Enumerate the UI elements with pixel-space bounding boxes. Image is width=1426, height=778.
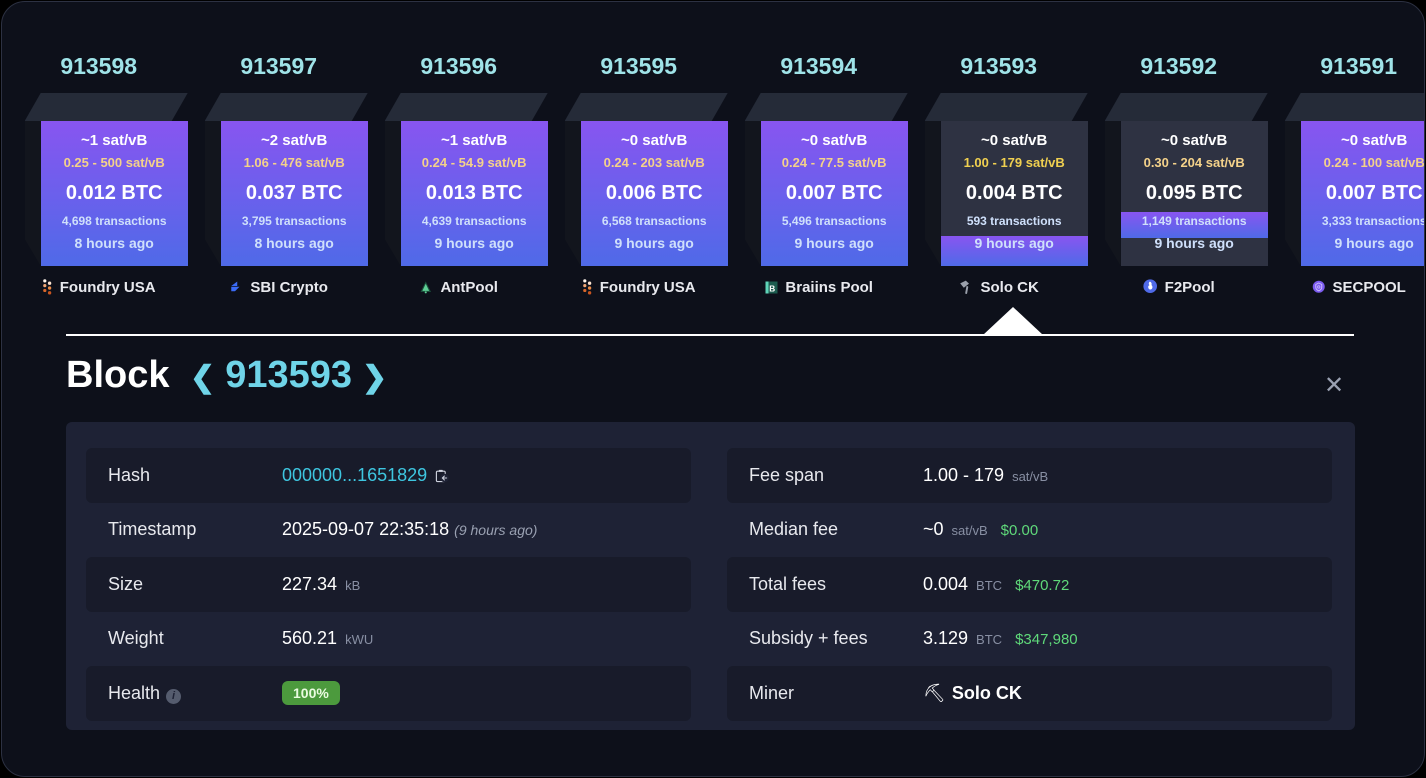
svg-text:B: B [770, 284, 776, 293]
